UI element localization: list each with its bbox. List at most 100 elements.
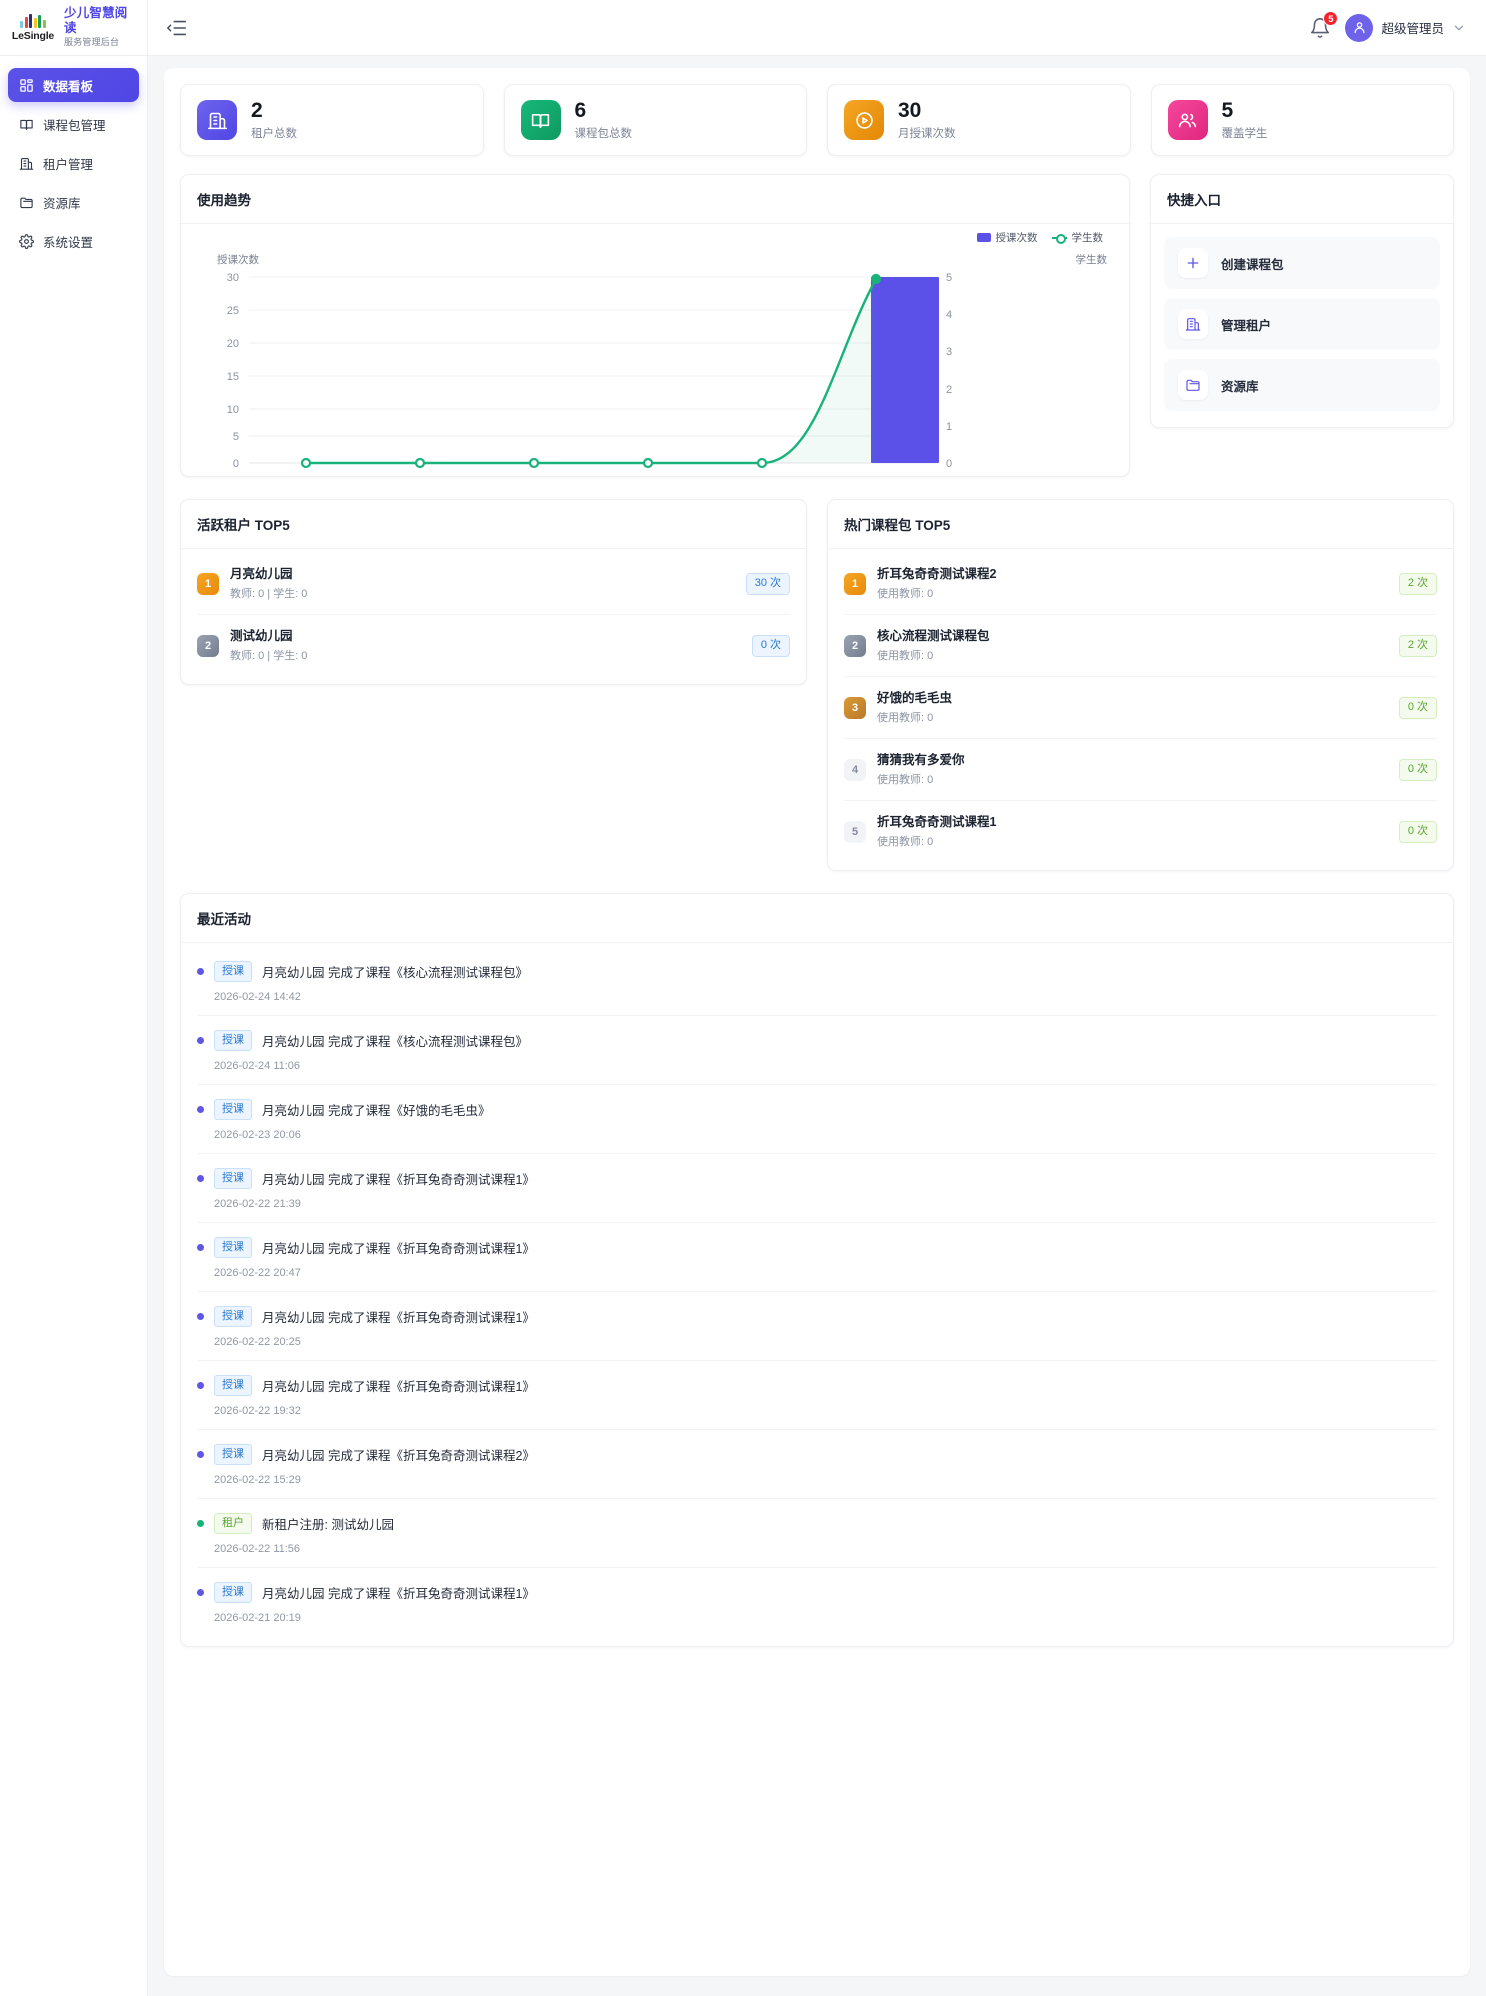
course-name: 核心流程测试课程包 — [877, 629, 990, 643]
list-item[interactable]: 租户 新租户注册: 测试幼儿园 2026-02-22 11:56 — [197, 1499, 1437, 1568]
rank-main: 核心流程测试课程包 使用教师: 0 — [877, 628, 1388, 663]
rank-main: 折耳兔奇奇测试课程2 使用教师: 0 — [877, 566, 1388, 601]
list-item[interactable]: 4 猜猜我有多爱你 使用教师: 0 0 次 — [844, 739, 1437, 801]
top-tenants-title: 活跃租户 TOP5 — [181, 500, 806, 549]
play-icon — [844, 100, 884, 140]
svg-text:0: 0 — [946, 458, 952, 470]
sidebar-item-courses[interactable]: 课程包管理 — [8, 107, 139, 141]
list-item[interactable]: 授课 月亮幼儿园 完成了课程《折耳兔奇奇测试课程1》 2026-02-22 21… — [197, 1154, 1437, 1223]
list-item[interactable]: 1 折耳兔奇奇测试课程2 使用教师: 0 2 次 — [844, 553, 1437, 615]
quick-entry-title: 快捷入口 — [1151, 175, 1453, 224]
trend-and-quick-row: 使用趋势 授课次数 学生数 — [180, 174, 1454, 477]
sidebar-item-tenants[interactable]: 租户管理 — [8, 146, 139, 180]
list-item[interactable]: 授课 月亮幼儿园 完成了课程《好饿的毛毛虫》 2026-02-23 20:06 — [197, 1085, 1437, 1154]
book-icon — [520, 100, 561, 140]
quick-item-create-course-package[interactable]: 创建课程包 — [1164, 237, 1440, 289]
user-icon — [1354, 22, 1365, 34]
legend-label: 授课次数 — [995, 232, 1038, 244]
activity-text: 月亮幼儿园 完成了课程《折耳兔奇奇测试课程1》 — [262, 1311, 535, 1325]
activity-type-tag: 租户 — [214, 1513, 252, 1534]
tenant-name: 月亮幼儿园 — [230, 567, 293, 581]
sidebar-item-resources[interactable]: 资源库 — [8, 185, 139, 219]
svg-text:15: 15 — [227, 371, 239, 383]
status-dot-icon — [197, 1589, 204, 1596]
list-item[interactable]: 授课 月亮幼儿园 完成了课程《折耳兔奇奇测试课程1》 2026-02-22 20… — [197, 1223, 1437, 1292]
user-menu[interactable]: 超级管理员 — [1345, 13, 1466, 42]
activity-time: 2026-02-22 21:39 — [214, 1198, 301, 1210]
activity-time: 2026-02-22 20:47 — [214, 1267, 301, 1279]
list-item[interactable]: 授课 月亮幼儿园 完成了课程《折耳兔奇奇测试课程1》 2026-02-22 19… — [197, 1361, 1437, 1430]
activity-text: 月亮幼儿园 完成了课程《核心流程测试课程包》 — [262, 1035, 528, 1049]
activity-line: 租户 新租户注册: 测试幼儿园 — [197, 1513, 1437, 1534]
sidebar-item-dashboard[interactable]: 数据看板 — [8, 68, 139, 102]
folder-icon — [1178, 370, 1208, 400]
topbar-right: 5 超级管理员 — [1309, 10, 1466, 42]
brand: LeSingle 少儿智慧阅读 服务管理后台 — [0, 0, 147, 56]
activity-type-tag: 授课 — [214, 961, 252, 982]
activity-time: 2026-02-23 20:06 — [214, 1129, 301, 1141]
list-item[interactable]: 授课 月亮幼儿园 完成了课程《核心流程测试课程包》 2026-02-24 11:… — [197, 1016, 1437, 1085]
quick-item-manage-tenants[interactable]: 管理租户 — [1164, 298, 1440, 350]
stat-label: 覆盖学生 — [1221, 128, 1268, 140]
usage-count-badge: 2 次 — [1398, 634, 1437, 657]
list-item[interactable]: 2 核心流程测试课程包 使用教师: 0 2 次 — [844, 615, 1437, 677]
stat-value: 6 — [574, 99, 587, 122]
brand-title: 少儿智慧阅读 — [64, 6, 128, 35]
notifications-button[interactable]: 5 — [1309, 10, 1339, 39]
list-item[interactable]: 3 好饿的毛毛虫 使用教师: 0 0 次 — [844, 677, 1437, 739]
usage-count-badge: 0 次 — [751, 634, 790, 657]
activity-text: 新租户注册: 测试幼儿园 — [262, 1518, 394, 1532]
svg-text:10: 10 — [227, 404, 239, 416]
activity-line: 授课 月亮幼儿园 完成了课程《核心流程测试课程包》 — [197, 1030, 1437, 1051]
activity-time: 2026-02-22 11:56 — [214, 1543, 301, 1555]
list-item[interactable]: 1 月亮幼儿园 教师: 0 | 学生: 0 30 次 — [197, 553, 790, 615]
rank-main: 好饿的毛毛虫 使用教师: 0 — [877, 690, 1388, 725]
rank-badge: 2 — [844, 634, 866, 657]
dashboard-page: 2 租户总数 6 课程包总数 — [164, 68, 1470, 1976]
rank-main: 折耳兔奇奇测试课程1 使用教师: 0 — [877, 814, 1388, 849]
rank-badge: 2 — [197, 634, 219, 657]
quick-item-resource-library[interactable]: 资源库 — [1164, 359, 1440, 411]
content: 2 租户总数 6 课程包总数 — [148, 56, 1486, 1996]
legend-item-lessons[interactable]: 授课次数 — [976, 230, 1038, 245]
recent-activity-title: 最近活动 — [181, 894, 1453, 943]
activity-line: 授课 月亮幼儿园 完成了课程《好饿的毛毛虫》 — [197, 1099, 1437, 1120]
list-item[interactable]: 授课 月亮幼儿园 完成了课程《折耳兔奇奇测试课程2》 2026-02-22 15… — [197, 1430, 1437, 1499]
legend-label: 学生数 — [1071, 232, 1104, 244]
sidebar-item-settings[interactable]: 系统设置 — [8, 224, 139, 258]
activity-text: 月亮幼儿园 完成了课程《折耳兔奇奇测试课程1》 — [262, 1242, 535, 1256]
activity-type-tag: 授课 — [214, 1168, 252, 1189]
stat-card-course-packages: 6 课程包总数 — [503, 84, 807, 156]
notification-badge: 5 — [1323, 10, 1339, 26]
course-name: 折耳兔奇奇测试课程1 — [877, 815, 997, 829]
activity-text: 月亮幼儿园 完成了课程《折耳兔奇奇测试课程2》 — [262, 1449, 535, 1463]
stat-card-monthly-lessons: 30 月授课次数 — [827, 84, 1131, 156]
activity-type-tag: 授课 — [214, 1375, 252, 1396]
status-dot-icon — [197, 1175, 204, 1182]
list-item[interactable]: 授课 月亮幼儿园 完成了课程《折耳兔奇奇测试课程1》 2026-02-21 20… — [197, 1568, 1437, 1636]
sidebar-item-label: 资源库 — [43, 196, 81, 211]
activity-time: 2026-02-21 20:19 — [214, 1612, 301, 1624]
building-icon — [19, 157, 34, 170]
status-dot-icon — [197, 968, 204, 975]
svg-text:5: 5 — [946, 272, 952, 284]
list-item[interactable]: 2 测试幼儿园 教师: 0 | 学生: 0 0 次 — [197, 615, 790, 676]
stat-label: 租户总数 — [251, 128, 297, 140]
stat-value: 5 — [1221, 99, 1234, 122]
activity-type-tag: 授课 — [214, 1099, 252, 1120]
menu-collapse-icon[interactable] — [166, 17, 188, 39]
activity-line: 授课 月亮幼儿园 完成了课程《核心流程测试课程包》 — [197, 961, 1437, 982]
sidebar-item-label: 数据看板 — [43, 79, 94, 94]
usage-count-badge: 2 次 — [1398, 572, 1437, 595]
svg-text:3: 3 — [946, 346, 952, 358]
sidebar-item-label: 课程包管理 — [43, 118, 106, 133]
list-item[interactable]: 5 折耳兔奇奇测试课程1 使用教师: 0 0 次 — [844, 801, 1437, 862]
stat-card-tenants: 2 租户总数 — [180, 84, 484, 156]
legend-item-students[interactable]: 学生数 — [1051, 230, 1104, 245]
activity-type-tag: 授课 — [214, 1306, 252, 1327]
list-item[interactable]: 授课 月亮幼儿园 完成了课程《核心流程测试课程包》 2026-02-24 14:… — [197, 947, 1437, 1016]
usage-count-badge: 0 次 — [1398, 758, 1437, 781]
book-icon — [20, 119, 33, 130]
list-item[interactable]: 授课 月亮幼儿园 完成了课程《折耳兔奇奇测试课程1》 2026-02-22 20… — [197, 1292, 1437, 1361]
